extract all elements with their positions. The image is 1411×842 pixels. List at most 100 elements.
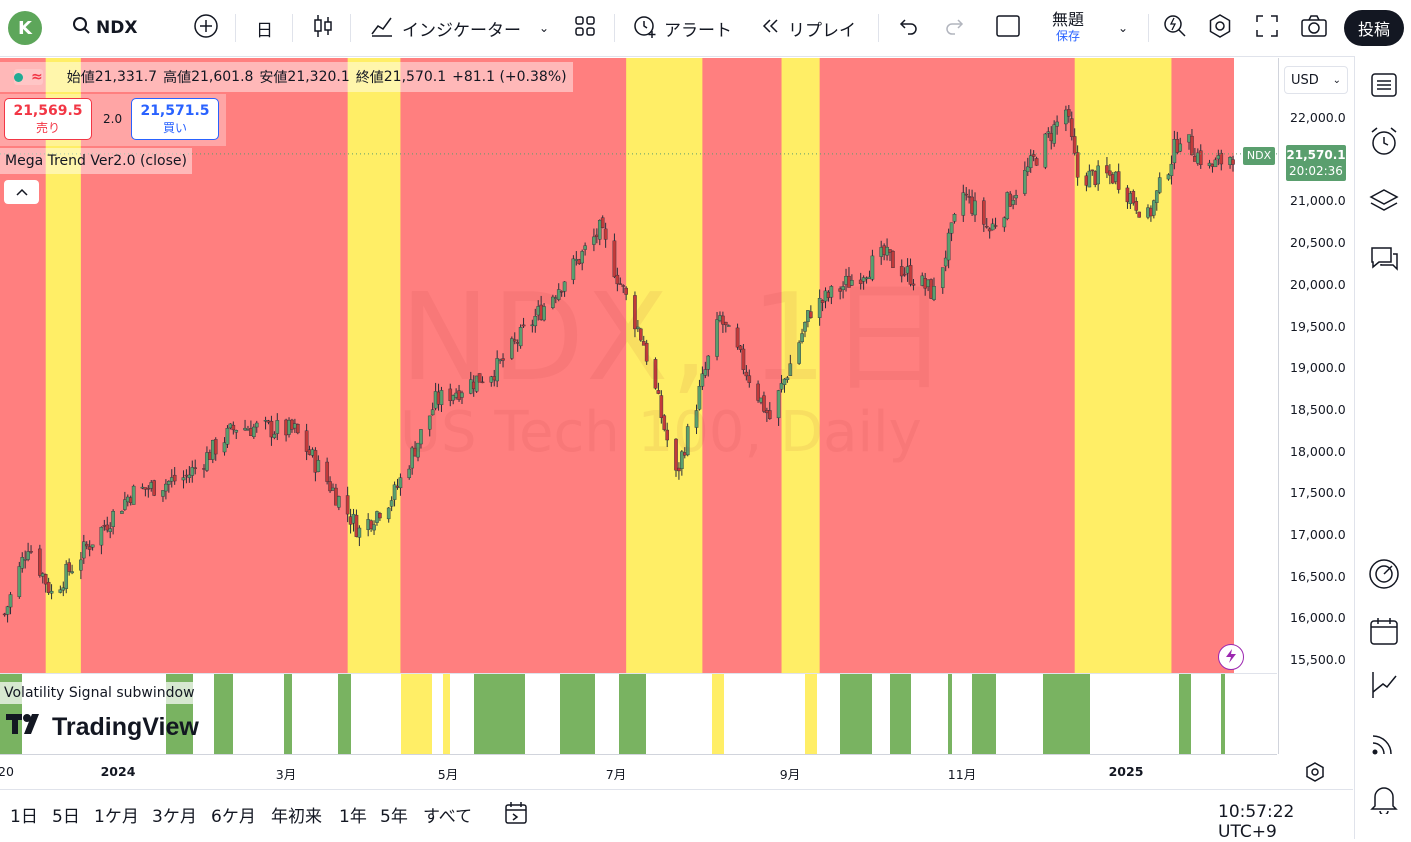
- alarm-clock-icon: [1369, 126, 1399, 160]
- candle-body: [518, 327, 523, 347]
- candle-body: [501, 358, 505, 361]
- screener-button[interactable]: [1367, 559, 1401, 593]
- streams-button[interactable]: [1367, 728, 1401, 762]
- settings-button[interactable]: [1207, 0, 1233, 56]
- candle-body: [389, 500, 394, 507]
- range-button[interactable]: 5日: [52, 807, 80, 827]
- candle: [970, 189, 974, 216]
- candle-body: [1228, 157, 1232, 165]
- range-button[interactable]: 3ケ月: [152, 807, 197, 827]
- sell-label: 売り: [35, 121, 60, 135]
- snapshot-button[interactable]: [1300, 0, 1328, 56]
- candle-body: [1052, 124, 1056, 144]
- sell-button[interactable]: 21,569.5 売り: [4, 98, 92, 140]
- range-button[interactable]: 年初来: [271, 807, 322, 827]
- candle: [105, 516, 110, 533]
- clock-timezone[interactable]: 10:57:22 UTC+9: [1218, 802, 1295, 842]
- collapse-legend-button[interactable]: [4, 180, 39, 204]
- tradingview-logo[interactable]: TradingView: [6, 712, 199, 743]
- goto-date-button[interactable]: [503, 800, 529, 830]
- lightning-icon: [1225, 648, 1237, 667]
- candle-body: [167, 481, 171, 485]
- candle-body: [1169, 163, 1174, 176]
- sell-price: 21,569.5: [13, 103, 83, 119]
- buy-button[interactable]: 21,571.5 買い: [131, 98, 219, 140]
- compare-add-button[interactable]: [193, 0, 219, 56]
- volatility-subwindow[interactable]: [0, 673, 1277, 755]
- spread-value: 2.0: [103, 112, 123, 126]
- candle-body: [407, 468, 412, 478]
- chats-button[interactable]: [1367, 244, 1401, 278]
- fullscreen-button[interactable]: [1255, 0, 1279, 56]
- candle-body: [193, 467, 198, 469]
- range-button[interactable]: 6ケ月: [211, 807, 256, 827]
- replay-button[interactable]: リプレイ: [760, 0, 856, 56]
- candle-body: [269, 420, 274, 438]
- calendar-button[interactable]: [1367, 616, 1401, 650]
- candle: [161, 490, 165, 502]
- chart-type-button[interactable]: [312, 0, 334, 56]
- candle-body: [149, 482, 154, 489]
- layout-menu-button[interactable]: ⌄: [1118, 0, 1128, 56]
- candle: [677, 462, 681, 480]
- candle: [973, 192, 977, 222]
- legend-status[interactable]: ≈: [14, 69, 43, 85]
- candle-body: [480, 381, 485, 384]
- candle: [392, 481, 397, 507]
- subwindow-legend[interactable]: Volatility Signal subwindow: [0, 682, 199, 704]
- range-button[interactable]: すべて: [423, 807, 473, 827]
- layout-grid-button[interactable]: [573, 0, 597, 56]
- candle-body: [378, 513, 382, 519]
- alert-button[interactable]: アラート: [632, 0, 732, 56]
- candle-body: [213, 439, 218, 455]
- undo-button[interactable]: [897, 0, 919, 56]
- high-value: 21,601.8: [191, 69, 254, 85]
- range-button[interactable]: 1ケ月: [94, 807, 139, 827]
- time-axis[interactable]: 20 2024 3月 5月 7月 9月 11月 2025: [0, 754, 1277, 789]
- candle: [337, 495, 341, 511]
- price-chart-canvas[interactable]: [0, 58, 1277, 673]
- candle: [735, 323, 740, 350]
- ideas-button[interactable]: [1367, 670, 1401, 704]
- indicator-legend[interactable]: Mega Trend Ver2.0 (close): [0, 148, 192, 174]
- publish-button[interactable]: 投稿: [1344, 0, 1405, 56]
- low-value: 21,320.1: [287, 69, 350, 85]
- candle: [1087, 164, 1092, 188]
- alerts-panel-button[interactable]: [1367, 126, 1401, 160]
- toolbar-divider: [292, 14, 293, 42]
- fullscreen-layout-button[interactable]: [995, 0, 1021, 56]
- currency-select[interactable]: USD ⌄: [1284, 66, 1348, 94]
- indicators-button[interactable]: インジケーター ⌄: [370, 0, 549, 56]
- interval-button[interactable]: 日: [256, 20, 273, 41]
- candle-body: [1093, 171, 1098, 185]
- object-tree-button[interactable]: [1367, 186, 1401, 220]
- redo-button[interactable]: [944, 0, 966, 56]
- candle-body: [1216, 155, 1221, 160]
- user-avatar-button[interactable]: K: [8, 0, 42, 56]
- range-button[interactable]: 1日: [10, 807, 38, 827]
- main-chart-pane[interactable]: [0, 58, 1277, 673]
- candle: [952, 212, 957, 224]
- candle-body: [677, 467, 681, 472]
- layout-save-button[interactable]: 無題 保存: [1052, 0, 1084, 56]
- candle: [23, 550, 27, 569]
- symbol-search-button[interactable]: NDX: [72, 0, 137, 56]
- layers-icon: [1369, 187, 1399, 219]
- candle-body: [1128, 193, 1133, 204]
- range-button[interactable]: 5年: [380, 807, 408, 827]
- candle: [703, 361, 708, 379]
- notifications-button[interactable]: [1367, 784, 1401, 818]
- watchlist-button[interactable]: [1367, 70, 1401, 104]
- range-button[interactable]: 1年: [339, 807, 367, 827]
- candle-body: [817, 297, 822, 318]
- toolbar-divider: [878, 14, 879, 42]
- candle-body: [87, 546, 92, 550]
- quick-search-button[interactable]: [1162, 0, 1188, 56]
- expand-icon: [1255, 14, 1279, 43]
- candle: [1005, 191, 1010, 221]
- indicator-alert-button[interactable]: [1218, 644, 1244, 670]
- axis-settings-button[interactable]: [1303, 760, 1327, 788]
- candle: [1175, 131, 1180, 155]
- candle-body: [1175, 139, 1180, 153]
- candle-body: [562, 281, 567, 292]
